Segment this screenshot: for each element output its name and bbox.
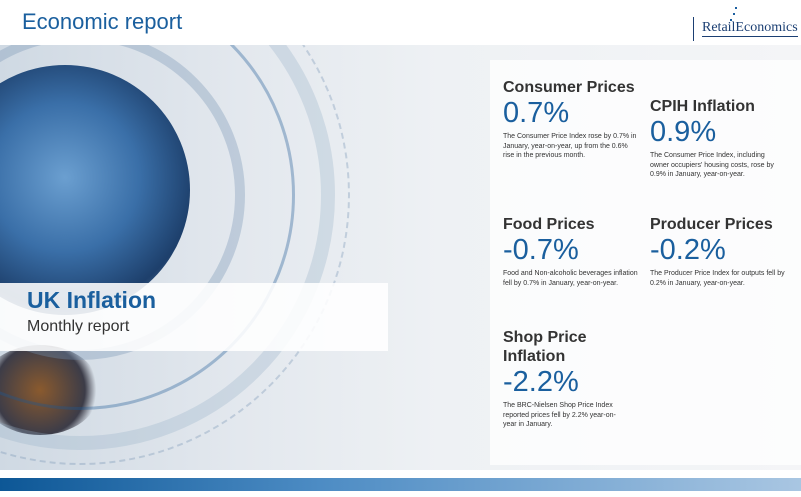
header: Economic report RetailEconomics (0, 0, 801, 45)
stat-producer-prices: Producer Prices -0.2% The Producer Price… (650, 215, 795, 288)
stat-title: Producer Prices (650, 216, 773, 233)
decorative-ring (0, 45, 350, 465)
stat-title: Consumer Prices (503, 79, 635, 96)
report-type-title: Economic report (22, 9, 183, 34)
stat-cpih-inflation: CPIH Inflation 0.9% The Consumer Price I… (650, 97, 785, 180)
hero-background (0, 45, 801, 470)
footer-bar (0, 478, 801, 491)
cover-subtitle: Monthly report (27, 318, 130, 335)
stat-description: The Consumer Price Index rose by 0.7% in… (503, 133, 637, 159)
stat-description: The Consumer Price Index, including owne… (650, 152, 774, 178)
stat-title: Shop Price Inflation (503, 329, 587, 365)
stat-value: 0.9% (650, 116, 717, 148)
stat-value: -0.7% (503, 234, 579, 266)
stats-panel (490, 60, 801, 465)
stat-consumer-prices: Consumer Prices 0.7% The Consumer Price … (503, 78, 638, 161)
cover-title: UK Inflation (27, 287, 157, 313)
cover-title-box: UK Inflation Monthly report (0, 283, 388, 351)
stat-description: Food and Non-alcoholic beverages inflati… (503, 270, 638, 287)
stat-value: 0.7% (503, 97, 570, 129)
stat-title: Food Prices (503, 216, 595, 233)
stat-description: The Producer Price Index for outputs fel… (650, 270, 785, 287)
stat-title: CPIH Inflation (650, 98, 755, 115)
retail-economics-logo: RetailEconomics (690, 5, 800, 43)
stat-value: -0.2% (650, 234, 726, 266)
logo-text: RetailEconomics (702, 20, 798, 37)
stat-food-prices: Food Prices -0.7% Food and Non-alcoholic… (503, 215, 638, 288)
stat-shop-price-inflation: Shop Price Inflation -2.2% The BRC-Niels… (503, 328, 628, 430)
stat-value: -2.2% (503, 366, 579, 398)
stat-description: The BRC-Nielsen Shop Price Index reporte… (503, 402, 616, 428)
